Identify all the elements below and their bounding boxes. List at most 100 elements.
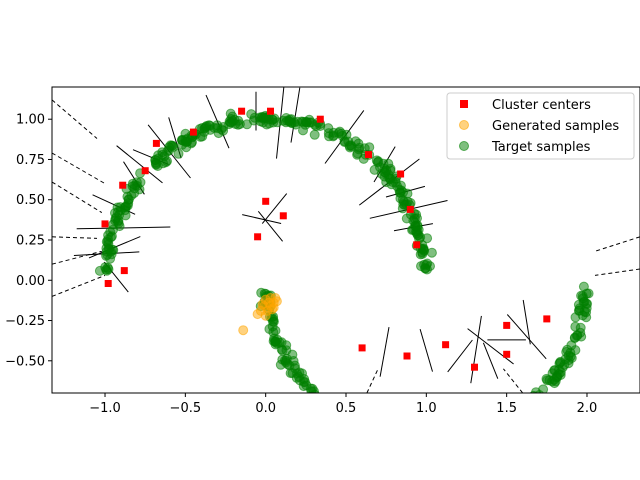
- target-sample-point: [485, 421, 494, 430]
- target-sample-point: [339, 136, 350, 147]
- target-sample-point: [573, 299, 584, 310]
- target-sample-point: [417, 438, 426, 447]
- target-sample-point: [342, 417, 351, 426]
- voronoi-dashed-edge: [52, 181, 103, 214]
- target-sample-point: [314, 397, 323, 406]
- target-sample-point: [388, 433, 397, 442]
- target-sample-point: [398, 434, 407, 443]
- target-sample-point: [360, 427, 369, 436]
- target-sample-point: [167, 140, 178, 151]
- voronoi-edge: [257, 210, 283, 242]
- x-tick-label: 2.0: [577, 401, 598, 416]
- target-sample-point: [277, 345, 288, 356]
- target-sample-point: [421, 435, 430, 444]
- target-samples-layer: [94, 108, 594, 450]
- target-sample-point: [103, 264, 114, 275]
- target-sample-point: [431, 437, 440, 446]
- target-sample-point: [492, 422, 501, 431]
- target-sample-point: [472, 428, 481, 437]
- target-sample-point: [541, 373, 552, 384]
- target-sample-point: [380, 429, 389, 438]
- generated-sample-point: [238, 325, 249, 336]
- target-sample-point: [101, 236, 112, 247]
- generated-sample-point: [260, 310, 271, 321]
- target-sample-point: [325, 406, 334, 415]
- legend-marker-target-samples: [459, 141, 469, 151]
- voronoi-dashed-edge: [594, 268, 640, 276]
- target-sample-point: [402, 433, 411, 442]
- voronoi-edge: [470, 315, 482, 384]
- cluster-center-marker: [189, 128, 197, 136]
- x-tick-label: −0.5: [170, 401, 202, 416]
- target-sample-point: [383, 434, 392, 443]
- cluster-center-marker: [119, 181, 127, 189]
- generated-sample-point: [265, 293, 276, 303]
- x-tick-label: 0.0: [255, 401, 276, 416]
- cluster-center-marker: [471, 363, 478, 371]
- target-sample-point: [320, 404, 329, 413]
- cluster-center-marker: [397, 170, 405, 178]
- target-sample-point: [282, 359, 293, 370]
- voronoi-dashed-edge: [503, 368, 524, 393]
- target-sample-point: [344, 419, 353, 428]
- cluster-center-marker: [442, 341, 450, 349]
- target-sample-point: [304, 117, 315, 128]
- target-sample-point: [465, 435, 474, 444]
- y-tick-label: 0.25: [16, 234, 45, 249]
- target-sample-point: [406, 432, 415, 441]
- target-sample-point: [323, 123, 334, 134]
- voronoi-edge: [447, 339, 473, 373]
- target-sample-point: [472, 427, 481, 436]
- target-sample-point: [492, 425, 501, 434]
- target-sample-point: [371, 428, 380, 437]
- target-sample-point: [477, 425, 486, 434]
- target-sample-point: [576, 290, 587, 301]
- target-sample-point: [177, 135, 188, 145]
- target-sample-point: [429, 435, 438, 444]
- target-sample-point: [394, 440, 403, 449]
- target-sample-point: [525, 397, 534, 406]
- target-sample-point: [442, 436, 451, 445]
- target-sample-point: [212, 123, 223, 134]
- target-sample-point: [415, 232, 426, 243]
- voronoi-edge: [116, 145, 163, 184]
- target-sample-point: [268, 327, 279, 338]
- cluster-center-marker: [238, 107, 246, 115]
- target-sample-point: [446, 437, 455, 446]
- voronoi-edge: [242, 214, 282, 224]
- target-sample-point: [485, 423, 494, 432]
- target-sample-point: [483, 426, 492, 435]
- target-sample-point: [310, 394, 319, 403]
- y-tick-label: 0.00: [16, 274, 45, 289]
- voronoi-edge: [290, 87, 301, 143]
- y-axis-ticks: −0.50 −0.25 0.00 0.25 0.50 0.75 1.00: [5, 113, 52, 369]
- target-sample-point: [227, 111, 238, 122]
- target-sample-point: [129, 188, 140, 199]
- legend-label-cluster-centers: Cluster centers: [492, 98, 591, 113]
- target-sample-point: [358, 426, 367, 435]
- target-sample-point: [270, 337, 281, 347]
- cluster-center-marker: [316, 115, 324, 123]
- target-sample-point: [464, 430, 473, 439]
- target-sample-point: [292, 116, 303, 127]
- generated-sample-point: [257, 299, 268, 310]
- x-tick-label: 1.5: [496, 401, 517, 416]
- target-sample-point: [441, 435, 450, 444]
- target-sample-point: [113, 215, 124, 226]
- target-sample-point: [413, 439, 422, 448]
- target-sample-point: [324, 131, 334, 142]
- x-axis-ticks: −1.0 −0.5 0.0 0.5 1.0 1.5 2.0: [89, 393, 597, 416]
- legend-marker-generated-samples: [459, 120, 469, 130]
- target-sample-point: [284, 116, 294, 126]
- target-sample-point: [527, 403, 536, 412]
- target-sample-point: [403, 441, 412, 450]
- target-sample-point: [426, 433, 435, 442]
- cluster-center-marker: [104, 280, 112, 287]
- target-sample-point: [473, 430, 482, 439]
- target-sample-point: [173, 148, 184, 159]
- cluster-center-marker: [267, 107, 274, 115]
- y-tick-label: −0.50: [5, 354, 45, 369]
- target-sample-point: [310, 396, 319, 405]
- cluster-center-marker: [503, 350, 511, 358]
- x-tick-label: −1.0: [89, 401, 121, 416]
